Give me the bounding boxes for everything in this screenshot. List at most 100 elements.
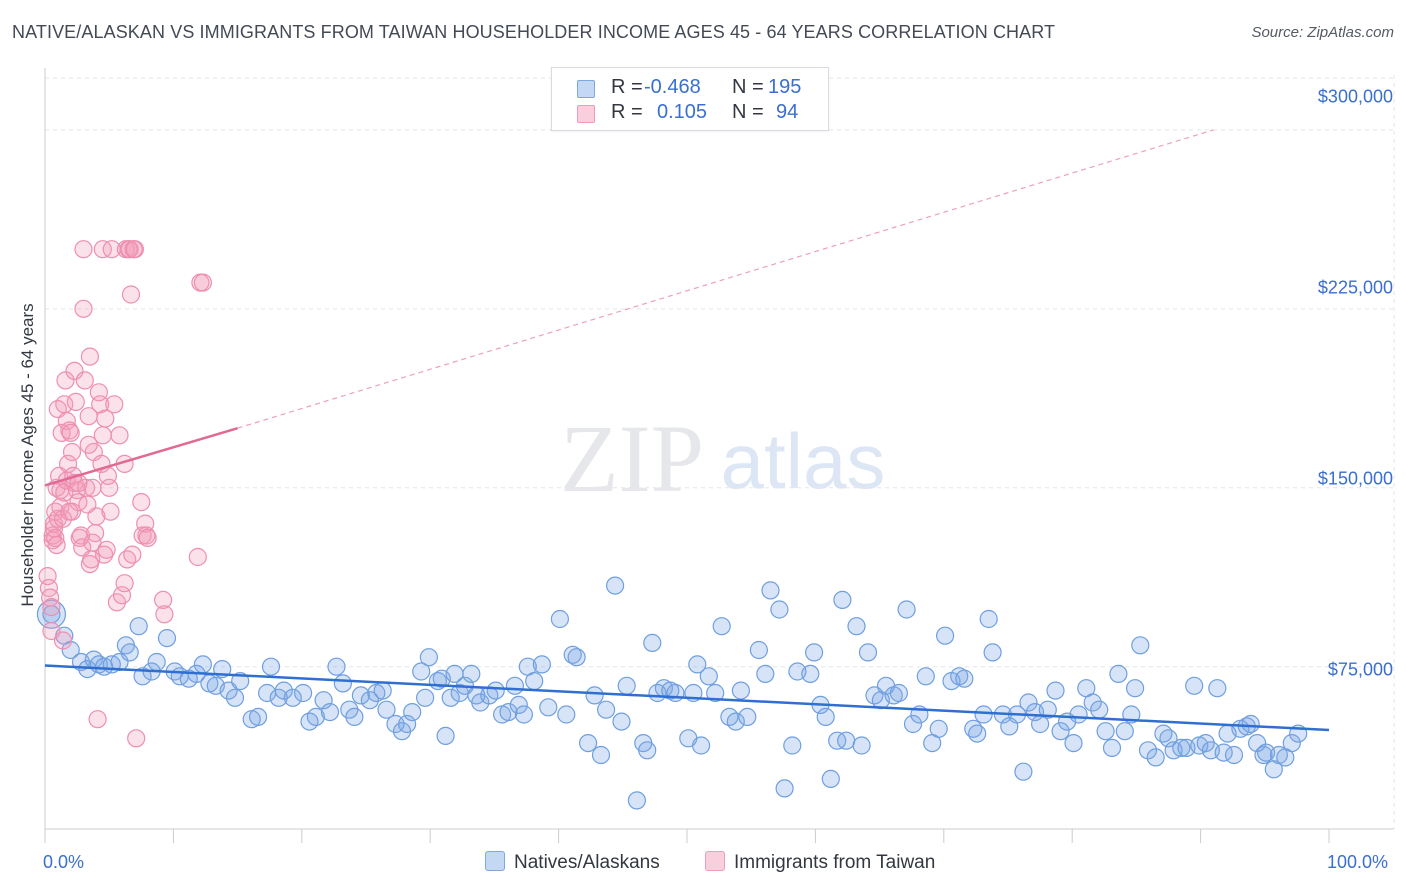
natives-point	[486, 681, 505, 700]
taiwan-point	[125, 240, 144, 259]
r-label: R =	[611, 76, 643, 98]
natives-point	[643, 633, 662, 653]
natives-point	[436, 726, 455, 746]
natives-point	[416, 688, 435, 707]
taiwan-point	[96, 409, 115, 428]
natives-point	[373, 681, 392, 700]
natives-point	[567, 648, 586, 667]
natives-point	[557, 705, 576, 724]
natives-point	[1038, 700, 1057, 719]
taiwan-point	[39, 578, 59, 598]
natives-point	[249, 707, 268, 727]
natives-point	[231, 671, 250, 691]
x-tick-label-min: 0.0%	[43, 852, 85, 872]
taiwan-point	[79, 435, 98, 454]
natives-point	[1241, 714, 1260, 734]
natives-point	[1125, 679, 1145, 698]
natives-point	[1185, 676, 1204, 695]
taiwan-point	[75, 371, 94, 390]
natives-point	[550, 609, 570, 629]
taiwan-point	[66, 392, 85, 411]
natives-point	[1014, 762, 1033, 781]
taiwan-point	[46, 528, 65, 548]
natives-point	[699, 667, 718, 686]
taiwan-point	[48, 509, 67, 528]
natives-point	[441, 688, 460, 707]
taiwan-point	[193, 273, 212, 292]
natives-trend-line	[44, 664, 1330, 732]
natives-point	[345, 707, 364, 727]
natives-point	[306, 707, 325, 727]
natives-point	[979, 609, 998, 629]
taiwan-point	[115, 574, 134, 593]
legend-item-taiwan[interactable]: Immigrants from Taiwan	[705, 851, 935, 874]
natives-point	[706, 683, 725, 703]
natives-point	[193, 655, 212, 674]
taiwan-point	[127, 729, 146, 748]
natives-point	[283, 688, 302, 707]
natives-point	[627, 791, 647, 810]
natives-point	[320, 702, 340, 722]
taiwan-point	[87, 507, 106, 526]
natives-point	[770, 600, 789, 619]
y-tick-label-300000: $300,000	[1317, 86, 1393, 107]
natives-point	[903, 714, 923, 734]
taiwan-point	[53, 631, 73, 650]
natives-point	[129, 617, 148, 636]
natives-point	[783, 736, 802, 755]
trend-lines	[44, 129, 1330, 732]
natives-point	[499, 702, 518, 722]
natives-point	[852, 736, 871, 755]
natives-point	[916, 667, 935, 686]
r-value: 0.105	[657, 101, 708, 123]
watermark-zip: ZIP	[560, 405, 704, 512]
natives-point	[1096, 722, 1115, 741]
natives-point	[333, 674, 352, 693]
natives-point	[688, 655, 707, 674]
natives-point	[61, 640, 80, 660]
natives-point	[585, 686, 604, 705]
natives-point	[1051, 722, 1070, 741]
natives-point	[294, 683, 313, 703]
natives-point	[974, 705, 993, 724]
natives-point	[1069, 705, 1088, 724]
natives-point	[761, 581, 780, 600]
natives-swatch	[577, 80, 595, 98]
natives-point	[897, 600, 916, 619]
natives-point	[403, 702, 422, 722]
natives-point	[612, 712, 631, 731]
natives-point	[1264, 760, 1283, 779]
taiwan-trend-line	[44, 426, 238, 487]
natives-point	[749, 640, 769, 660]
natives-point	[120, 643, 139, 662]
axes	[44, 68, 1394, 843]
legend-item-natives[interactable]: Natives/Alaskans	[485, 851, 660, 874]
taiwan-point	[53, 509, 73, 528]
natives-point	[1208, 679, 1227, 698]
natives-point	[377, 700, 396, 719]
natives-point	[935, 626, 955, 645]
natives-point	[1115, 722, 1134, 741]
natives-point	[532, 655, 552, 674]
taiwan-legend-label: Immigrants from Taiwan	[734, 852, 936, 873]
natives-point	[968, 724, 987, 743]
chart-title: NATIVE/ALASKAN VS IMMIGRANTS FROM TAIWAN…	[12, 22, 1056, 42]
taiwan-point	[83, 533, 102, 552]
taiwan-point	[47, 535, 66, 555]
natives-point	[955, 669, 974, 688]
natives-legend-swatch	[485, 851, 505, 871]
natives-point	[775, 779, 794, 798]
natives-point	[1254, 745, 1273, 765]
taiwan-swatch	[577, 105, 595, 123]
y-tick-label-225000: $225,000	[1317, 277, 1393, 298]
taiwan-point	[123, 545, 142, 564]
taiwan-point	[188, 547, 207, 567]
natives-point	[847, 617, 866, 636]
natives-point	[578, 733, 598, 753]
taiwan-point	[110, 426, 129, 445]
taiwan-point	[88, 710, 107, 729]
taiwan-point	[100, 478, 119, 497]
x-tick-label-max: 100.0%	[1327, 852, 1389, 872]
taiwan-point	[138, 528, 157, 548]
natives-point	[738, 707, 757, 727]
